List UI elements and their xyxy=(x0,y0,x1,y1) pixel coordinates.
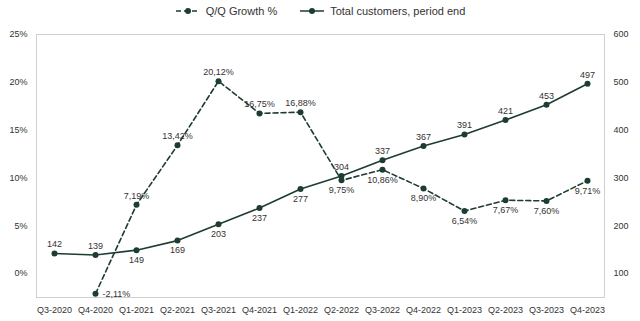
svg-text:169: 169 xyxy=(170,245,185,255)
svg-text:453: 453 xyxy=(539,91,554,101)
svg-text:15%: 15% xyxy=(9,125,27,135)
svg-text:391: 391 xyxy=(457,120,472,130)
svg-text:Q3-2021: Q3-2021 xyxy=(201,305,236,315)
html-text:Total customers, period end: Total customers, period end xyxy=(330,5,466,17)
svg-text:Q1-2021: Q1-2021 xyxy=(119,305,154,315)
svg-text:7,60%: 7,60% xyxy=(534,206,560,216)
svg-text:300: 300 xyxy=(614,173,629,183)
svg-text:Q3-2023: Q3-2023 xyxy=(529,305,564,315)
svg-text:Q2-2022: Q2-2022 xyxy=(324,305,359,315)
svg-text:25%: 25% xyxy=(9,29,27,39)
svg-text:237: 237 xyxy=(252,213,267,223)
svg-text:139: 139 xyxy=(88,241,103,251)
svg-text:9,75%: 9,75% xyxy=(329,185,355,195)
svg-text:5%: 5% xyxy=(14,221,27,231)
svg-text:0%: 0% xyxy=(14,268,27,278)
html-text:Q/Q Growth %: Q/Q Growth % xyxy=(205,5,278,17)
svg-text:Q4-2023: Q4-2023 xyxy=(570,305,605,315)
svg-text:142: 142 xyxy=(47,239,62,249)
svg-text:20,12%: 20,12% xyxy=(203,67,234,77)
svg-text:16,75%: 16,75% xyxy=(244,99,275,109)
svg-text:Q1-2023: Q1-2023 xyxy=(447,305,482,315)
svg-text:500: 500 xyxy=(614,77,629,87)
svg-text:149: 149 xyxy=(129,255,144,265)
svg-text:10%: 10% xyxy=(9,173,27,183)
svg-text:Q4-2022: Q4-2022 xyxy=(406,305,441,315)
svg-text:-2,11%: -2,11% xyxy=(103,289,131,299)
svg-text:6,54%: 6,54% xyxy=(452,216,478,226)
svg-text:Q2-2023: Q2-2023 xyxy=(488,305,523,315)
svg-text:400: 400 xyxy=(614,125,629,135)
svg-text:Q4-2021: Q4-2021 xyxy=(242,305,277,315)
svg-text:337: 337 xyxy=(375,146,390,156)
svg-text:367: 367 xyxy=(416,132,431,142)
svg-text:13,42%: 13,42% xyxy=(162,131,193,141)
svg-text:277: 277 xyxy=(293,194,308,204)
svg-text:304: 304 xyxy=(334,162,349,172)
svg-text:Q3-2022: Q3-2022 xyxy=(365,305,400,315)
svg-text:421: 421 xyxy=(498,106,513,116)
svg-text:203: 203 xyxy=(211,229,226,239)
svg-text:16,88%: 16,88% xyxy=(285,98,316,108)
svg-text:Q1-2022: Q1-2022 xyxy=(283,305,318,315)
svg-text:200: 200 xyxy=(614,221,629,231)
svg-text:10,86%: 10,86% xyxy=(367,175,398,185)
svg-text:7,67%: 7,67% xyxy=(493,205,519,215)
svg-text:600: 600 xyxy=(614,29,629,39)
svg-text:Q4-2020: Q4-2020 xyxy=(78,305,113,315)
svg-text:7,19%: 7,19% xyxy=(124,191,150,201)
svg-text:9,71%: 9,71% xyxy=(575,186,601,196)
svg-text:Q3-2020: Q3-2020 xyxy=(37,305,72,315)
svg-text:497: 497 xyxy=(580,70,595,80)
svg-text:Q2-2021: Q2-2021 xyxy=(160,305,195,315)
svg-text:20%: 20% xyxy=(9,77,27,87)
svg-text:100: 100 xyxy=(614,268,629,278)
svg-text:8,90%: 8,90% xyxy=(411,193,437,203)
